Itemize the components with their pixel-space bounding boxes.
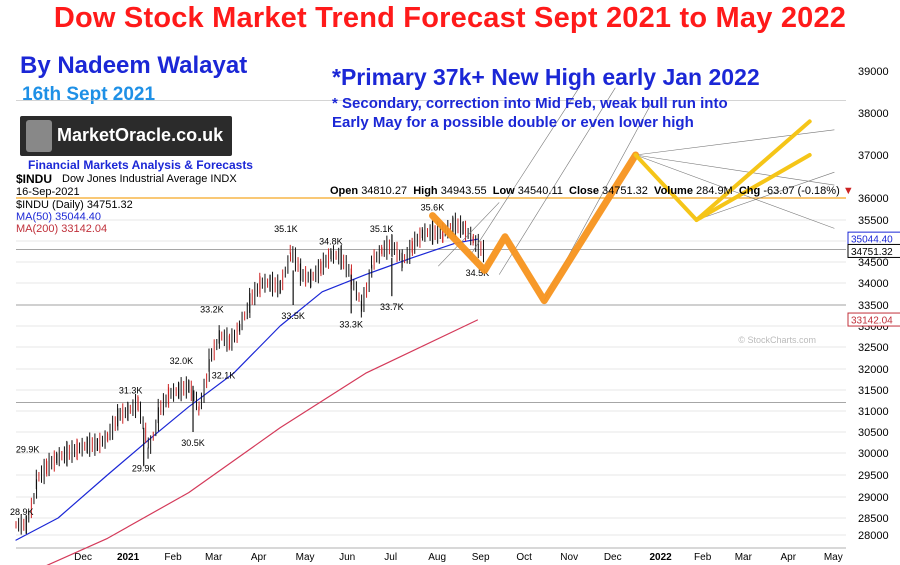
y-tick-label: 28500	[858, 513, 889, 525]
logo-figure-icon	[26, 120, 52, 152]
ohlc-high-key: High	[413, 185, 438, 197]
x-tick-label: Dec	[74, 552, 92, 563]
peak-label: 35.1K	[370, 224, 394, 234]
y-tick-label: 30000	[858, 448, 889, 460]
price-label: 35044.40	[851, 235, 893, 246]
x-tick-label: May	[296, 552, 315, 563]
price-label: 33142.04	[851, 316, 893, 327]
peak-label: 33.3K	[339, 319, 363, 329]
price-label: 34751.32	[851, 247, 893, 258]
stockcharts-watermark: © StockCharts.com	[738, 335, 816, 345]
x-tick-label: Jul	[384, 552, 397, 563]
fan-line	[696, 171, 835, 221]
x-tick-label: Feb	[694, 552, 712, 563]
x-tick-label: Sep	[472, 552, 490, 563]
chart-symbol-name: Dow Jones Industrial Average INDX	[62, 173, 237, 185]
ohlc-volume: 284.9M	[696, 185, 733, 197]
peak-label: 29.9K	[16, 444, 40, 454]
secondary-forecast-path-alt	[694, 119, 812, 222]
y-tick-label: 30500	[858, 427, 889, 439]
fan-line	[468, 87, 580, 258]
y-tick-label: 38000	[858, 108, 889, 120]
y-tick-label: 29000	[858, 492, 889, 504]
chart-title: Dow Stock Market Trend Forecast Sept 202…	[53, 2, 847, 34]
peak-label: 35.1K	[274, 224, 298, 234]
fan-line	[498, 87, 616, 275]
y-tick-label: 32000	[858, 364, 889, 376]
y-tick-label: 34500	[858, 257, 889, 269]
x-tick-label: Oct	[516, 552, 532, 563]
ohlc-open: 34810.27	[361, 185, 408, 197]
x-tick-label: Nov	[560, 552, 578, 563]
ma200-line	[46, 319, 478, 565]
y-tick-label: 29500	[858, 470, 889, 482]
x-tick-label: Feb	[164, 552, 182, 563]
peak-label: 33.5K	[281, 311, 305, 321]
ohlc-chg: -63.07 (-0.18%)	[763, 185, 840, 197]
primary-forecast-path	[429, 151, 640, 305]
x-tick-label: 2022	[649, 552, 672, 563]
date-label: 16th Sept 2021	[22, 84, 156, 105]
x-tick-label: Aug	[428, 552, 446, 563]
peak-label: 32.0K	[170, 356, 194, 366]
peak-label: 28.9K	[10, 507, 34, 517]
fan-line	[635, 154, 835, 186]
fan-line	[635, 154, 835, 229]
logo-banner	[20, 116, 232, 156]
annotation-primary: *Primary 37k+ New High early Jan 2022	[332, 64, 760, 90]
x-tick-label: Mar	[205, 552, 223, 563]
price-label-box	[847, 243, 900, 258]
y-tick-label: 31000	[858, 406, 889, 418]
annotation-secondary-2: Early May for a possible double or even …	[332, 114, 694, 131]
legend-price: $INDU (Daily) 34751.32	[16, 199, 133, 211]
price-label-box	[847, 312, 900, 327]
y-tick-label: 36000	[858, 193, 889, 205]
y-tick-label: 34000	[858, 278, 889, 290]
peak-label: 29.9K	[132, 463, 156, 473]
peak-label: 33.2K	[200, 305, 224, 315]
peak-label: 31.3K	[119, 385, 143, 395]
chart-date: 16-Sep-2021	[16, 186, 80, 198]
y-tick-label: 32500	[858, 342, 889, 354]
y-tick-label: 39000	[858, 66, 889, 78]
y-tick-label: 33500	[858, 300, 889, 312]
peak-label: 33.7K	[380, 302, 404, 312]
peak-label: 32.1K	[212, 371, 236, 381]
author-label: By Nadeem Walayat	[20, 52, 248, 79]
annotation-secondary-1: * Secondary, correction into Mid Feb, we…	[332, 95, 728, 112]
x-tick-label: Dec	[604, 552, 622, 563]
ohlc-low-key: Low	[492, 185, 515, 197]
chart-symbol: $INDU	[16, 172, 53, 186]
ohlc-low: 34540.11	[517, 185, 563, 197]
fan-line	[635, 129, 835, 156]
fan-line	[438, 202, 500, 267]
legend-ma200: MA(200) 33142.04	[16, 223, 108, 235]
ohlc-readout: Open 34810.27 High 34943.55 Low 34540.11…	[330, 185, 854, 197]
ohlc-close: 34751.32	[602, 185, 648, 197]
x-tick-label: Apr	[781, 552, 797, 563]
x-tick-label: Jun	[339, 552, 355, 563]
logo-text: MarketOracle.co.uk	[57, 125, 224, 145]
logo-tagline: Financial Markets Analysis & Forecasts	[28, 158, 253, 172]
y-tick-label: 35500	[858, 215, 889, 227]
x-tick-label: Apr	[251, 552, 267, 563]
peak-label: 34.5K	[466, 268, 490, 278]
peak-label: 35.6K	[421, 203, 445, 213]
y-tick-label: 37000	[858, 150, 889, 162]
peak-label: 30.5K	[181, 438, 205, 448]
y-tick-label: 28000	[858, 530, 889, 542]
x-tick-label: 2021	[117, 552, 140, 563]
ohlc-volume-key: Volume	[654, 185, 693, 197]
ohlc-open-key: Open	[330, 185, 359, 197]
ohlc-chg-key: Chg	[738, 185, 761, 197]
ohlc-close-key: Close	[569, 185, 599, 197]
ohlc-high: 34943.55	[440, 185, 487, 197]
chg-down-arrow-icon: ▼	[842, 185, 854, 197]
peak-label: 34.8K	[319, 236, 343, 246]
ma50-line	[15, 238, 478, 541]
y-tick-label: 31500	[858, 385, 889, 397]
x-tick-label: Mar	[735, 552, 753, 563]
x-tick-label: May	[824, 552, 843, 563]
